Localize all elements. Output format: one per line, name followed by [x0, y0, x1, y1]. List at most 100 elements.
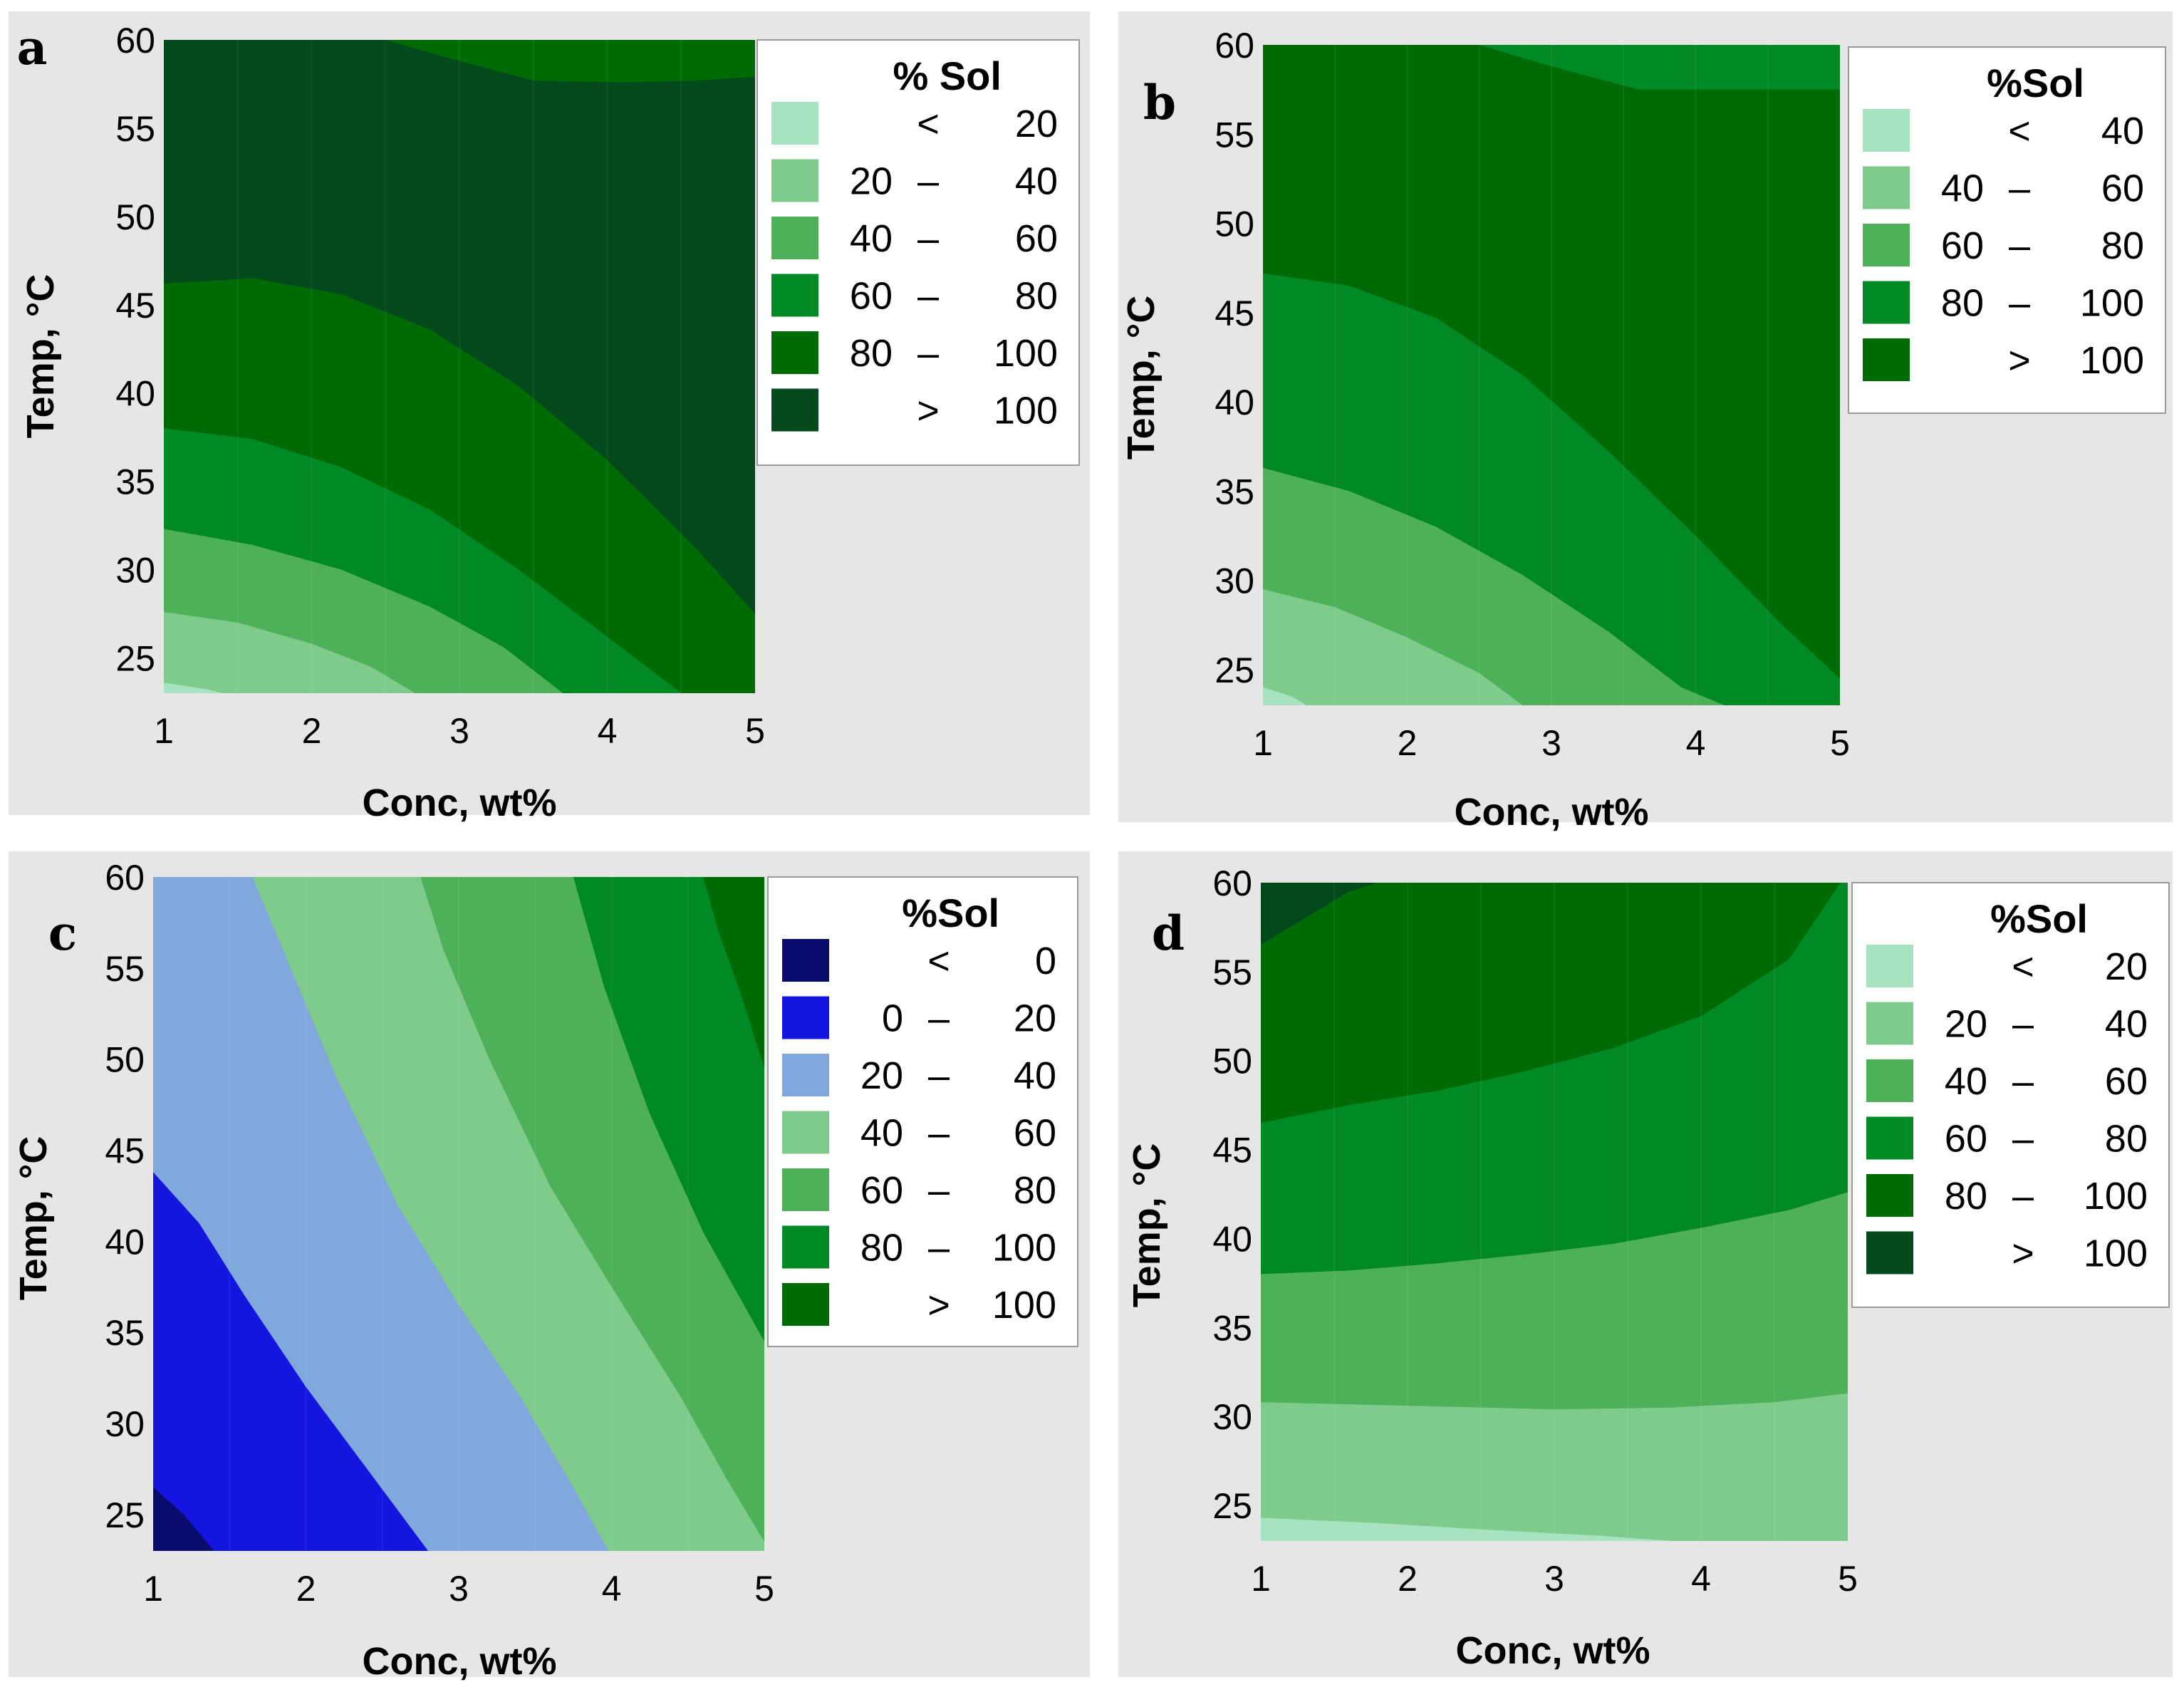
- y-tick-label: 60: [1215, 26, 1254, 66]
- x-tick-label: 1: [154, 711, 174, 751]
- legend-low: 40: [860, 1112, 903, 1155]
- legend-swatch: [771, 388, 818, 432]
- y-tick-label: 40: [115, 374, 155, 414]
- legend-swatch: [782, 1225, 829, 1269]
- legend-operator: <: [927, 940, 950, 982]
- legend-high: 20: [1014, 997, 1056, 1040]
- x-tick-label: 1: [1253, 723, 1273, 763]
- legend-high: 100: [2084, 1175, 2148, 1218]
- legend-swatch: [1863, 224, 1910, 266]
- panel-label: a: [17, 20, 48, 76]
- legend-low: 20: [860, 1054, 903, 1097]
- y-tick-label: 60: [105, 858, 145, 898]
- legend-swatch: [782, 996, 829, 1039]
- y-tick-label: 40: [1212, 1219, 1252, 1259]
- contour-region: [1261, 883, 1378, 945]
- legend-operator: >: [2012, 1232, 2034, 1275]
- legend-high: 60: [1014, 1112, 1056, 1155]
- x-tick-label: 4: [1686, 723, 1706, 763]
- legend-swatch: [1866, 1231, 1913, 1275]
- legend-operator: –: [2009, 224, 2030, 267]
- y-tick-label: 55: [105, 949, 145, 989]
- legend-high: 100: [2080, 282, 2144, 325]
- y-axis-label: Temp, °C: [1125, 1143, 1168, 1308]
- x-tick-label: 5: [1838, 1559, 1858, 1599]
- y-tick-label: 50: [1215, 204, 1254, 244]
- legend-high: 0: [1035, 940, 1056, 982]
- legend-operator: –: [928, 1112, 950, 1155]
- legend-swatch: [771, 159, 818, 202]
- y-tick-label: 50: [105, 1040, 145, 1080]
- legend-operator: –: [928, 1054, 950, 1097]
- legend-high: 80: [1014, 1169, 1056, 1212]
- contour-region: [1263, 589, 1523, 705]
- x-tick-label: 3: [1541, 723, 1561, 763]
- contour-region: [1479, 45, 1840, 90]
- legend-swatch: [782, 1111, 829, 1154]
- x-tick-label: 2: [296, 1569, 316, 1609]
- y-tick-label: 55: [1215, 115, 1254, 155]
- legend-swatch: [771, 217, 818, 259]
- x-axis-label: Conc, wt%: [362, 1640, 556, 1683]
- contour-region: [1261, 1393, 1848, 1541]
- legend-operator: –: [2009, 282, 2030, 325]
- contour-plot-area: [164, 40, 755, 694]
- legend-swatch: [782, 1054, 829, 1096]
- y-tick-label: 25: [115, 638, 155, 678]
- legend-swatch: [771, 102, 818, 145]
- legend-high: 60: [1015, 217, 1058, 260]
- legend-low: 80: [860, 1227, 903, 1270]
- y-tick-label: 50: [1212, 1042, 1252, 1081]
- x-tick-label: 4: [598, 711, 618, 751]
- contour-plot-area: [1261, 883, 1848, 1541]
- legend-swatch: [1863, 281, 1910, 324]
- legend-operator: –: [917, 160, 939, 203]
- x-tick-label: 5: [754, 1569, 774, 1609]
- contour-plot-area: [1263, 45, 1840, 705]
- contour-region: [703, 877, 764, 1069]
- legend-high: 80: [2101, 224, 2144, 267]
- x-tick-label: 3: [449, 1569, 469, 1609]
- legend-swatch: [782, 1283, 829, 1326]
- legend-high: 100: [992, 1227, 1056, 1270]
- legend-high: 40: [1014, 1054, 1056, 1097]
- legend-title: %Sol: [1990, 896, 2088, 941]
- contour-region: [164, 612, 415, 693]
- legend-operator: <: [2008, 110, 2031, 152]
- legend-operator: –: [928, 997, 950, 1040]
- legend-swatch: [1863, 109, 1910, 152]
- legend-operator: –: [2012, 1175, 2034, 1218]
- legend-low: 40: [850, 217, 893, 260]
- legend-low: 60: [1941, 224, 1984, 267]
- contour-region: [1261, 1517, 1672, 1541]
- x-tick-label: 1: [143, 1569, 163, 1609]
- y-tick-label: 25: [105, 1495, 145, 1535]
- y-tick-label: 60: [1212, 863, 1252, 903]
- legend-high: 80: [2105, 1118, 2148, 1161]
- legend-high: 80: [1015, 275, 1058, 318]
- x-tick-label: 5: [745, 711, 765, 751]
- legend-swatch: [782, 939, 829, 982]
- y-tick-label: 60: [115, 21, 155, 61]
- legend-operator: >: [927, 1284, 950, 1327]
- x-tick-label: 4: [602, 1569, 622, 1609]
- legend-title: % Sol: [893, 53, 1001, 98]
- legend-high: 60: [2101, 167, 2144, 210]
- legend-low: 20: [1945, 1003, 1987, 1046]
- legend-operator: –: [2009, 167, 2030, 210]
- x-tick-label: 3: [1544, 1559, 1564, 1599]
- x-tick-label: 2: [1398, 723, 1418, 763]
- legend-operator: –: [2012, 1003, 2034, 1046]
- y-tick-label: 35: [1215, 472, 1254, 512]
- legend-high: 100: [994, 332, 1058, 375]
- contour-region: [573, 877, 764, 1341]
- legend-title: %Sol: [1987, 61, 2084, 105]
